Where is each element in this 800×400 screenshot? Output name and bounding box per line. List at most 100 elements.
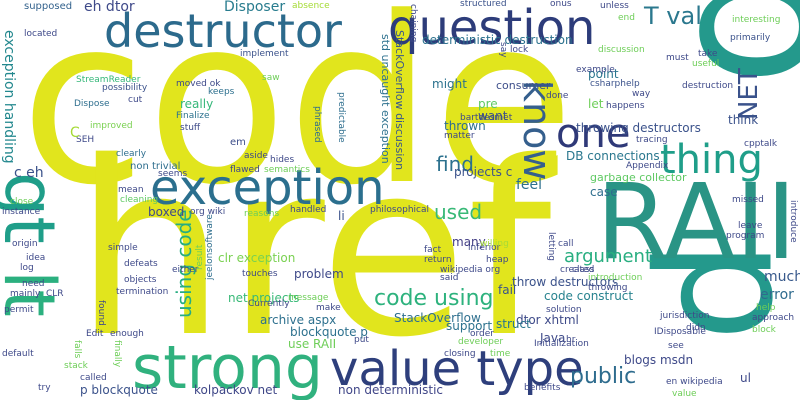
cloud-word: support xyxy=(446,319,493,333)
cloud-word: garbage collector xyxy=(590,171,687,184)
cloud-word: public xyxy=(570,364,637,389)
cloud-word: return xyxy=(424,255,452,265)
cloud-word: end xyxy=(618,13,635,23)
cloud-word: solution xyxy=(546,305,582,315)
cloud-word: ul xyxy=(740,371,751,385)
cloud-word: use RAII xyxy=(288,337,337,351)
cloud-word: flawed xyxy=(230,165,260,175)
cloud-word: hr xyxy=(566,335,576,345)
cloud-word: put xyxy=(354,335,369,345)
cloud-word: example xyxy=(576,65,615,75)
cloud-word: question xyxy=(388,0,596,56)
cloud-word: CLR xyxy=(46,289,64,299)
cloud-word: default xyxy=(2,349,34,359)
cloud-word: improved xyxy=(90,121,133,131)
cloud-word: might xyxy=(432,77,467,91)
cloud-word: problem xyxy=(294,267,344,281)
cloud-word: throw destructors xyxy=(512,275,619,289)
cloud-word: net projects xyxy=(228,291,300,305)
cloud-word: RAII xyxy=(596,161,797,283)
cloud-word: introduction xyxy=(588,273,643,283)
cloud-word: done xyxy=(546,91,569,101)
cloud-word: Currently xyxy=(248,299,290,309)
cloud-word: stuff xyxy=(180,123,201,133)
cloud-word: cut xyxy=(128,95,143,105)
cloud-word: en wikipedia xyxy=(666,377,723,387)
cloud-word: order xyxy=(470,329,494,339)
cloud-word: matter xyxy=(444,131,475,141)
cloud-word: block xyxy=(752,325,776,335)
cloud-word: struct xyxy=(496,317,531,331)
cloud-word: log xyxy=(20,263,34,273)
cloud-word: strong xyxy=(132,333,323,400)
cloud-word: p blockquote xyxy=(80,383,158,397)
cloud-word: call xyxy=(558,239,574,249)
cloud-word: willing xyxy=(480,239,509,249)
cloud-word: developer xyxy=(458,337,504,347)
cloud-word: closing xyxy=(444,349,476,359)
cloud-word: introduce xyxy=(788,200,798,243)
cloud-word: cleaning xyxy=(120,195,159,205)
cloud-word: need xyxy=(22,279,45,289)
cloud-word: eh dtor xyxy=(84,0,135,15)
cloud-word: thing xyxy=(660,137,763,183)
cloud-word: find xyxy=(436,152,474,176)
cloud-word: class xyxy=(572,265,595,275)
cloud-word: letting xyxy=(546,232,556,262)
cloud-word: keeps xyxy=(208,87,235,97)
cloud-word: cpptalk xyxy=(744,139,778,149)
cloud-word: inferior xyxy=(468,243,501,253)
cloud-word: Initialization xyxy=(534,339,589,349)
cloud-word: DB connections xyxy=(566,149,660,163)
cloud-word: href xyxy=(74,110,552,390)
cloud-word: missed xyxy=(732,195,764,205)
cloud-word: jeelonsoftware xyxy=(205,214,215,280)
cloud-word: implement xyxy=(240,49,289,59)
cloud-word: value type xyxy=(330,341,584,397)
cloud-word: non trivial xyxy=(130,161,181,172)
cloud-word: Edit xyxy=(86,329,104,339)
cloud-word: csharphelp xyxy=(590,79,640,89)
cloud-word: possibility xyxy=(102,83,148,93)
cloud-word: throwing xyxy=(588,283,628,293)
cloud-word: simple xyxy=(108,243,138,253)
cloud-word: org wiki xyxy=(190,207,226,217)
cloud-word: dtor xhtml xyxy=(516,313,579,327)
cloud-word: C xyxy=(70,125,80,141)
cloud-word: instance xyxy=(2,207,41,217)
cloud-word: didn xyxy=(686,323,706,333)
cloud-word: pre xyxy=(478,97,498,111)
cloud-word: semantics xyxy=(264,165,310,175)
cloud-word: Dispose xyxy=(74,99,110,109)
cloud-word: Disposer xyxy=(224,0,286,15)
cloud-word: destructor xyxy=(104,4,342,58)
cloud-word: value xyxy=(672,389,697,399)
cloud-word: found xyxy=(96,300,106,326)
cloud-word: many xyxy=(452,235,486,249)
cloud-word: clearly xyxy=(116,149,147,159)
cloud-word: say xyxy=(498,42,508,58)
cloud-word: benefits xyxy=(524,383,561,393)
cloud-word: using code xyxy=(172,209,196,318)
cloud-word: enough xyxy=(110,329,144,339)
cloud-word: help xyxy=(756,303,776,313)
cloud-word: c eh xyxy=(14,165,44,181)
cloud-word: approach xyxy=(752,313,795,323)
cloud-word: termination xyxy=(116,287,169,297)
cloud-word: make xyxy=(316,303,341,313)
cloud-word: program xyxy=(726,231,765,241)
cloud-word: non deterministic xyxy=(338,383,444,397)
cloud-word: absence xyxy=(292,1,330,11)
cloud-word: mean xyxy=(118,185,144,195)
cloud-word: called xyxy=(80,373,107,383)
cloud-word: much xyxy=(764,269,800,285)
cloud-word: think xyxy=(728,113,759,127)
cloud-word: time xyxy=(490,349,511,359)
cloud-word: origin xyxy=(12,239,38,249)
cloud-word: T val xyxy=(644,2,702,30)
cloud-word: exception xyxy=(150,160,385,216)
cloud-word: see xyxy=(668,341,684,351)
cloud-word: std uncaught exception xyxy=(379,34,392,164)
cloud-word: point xyxy=(588,67,619,81)
cloud-word: structured xyxy=(460,0,507,9)
